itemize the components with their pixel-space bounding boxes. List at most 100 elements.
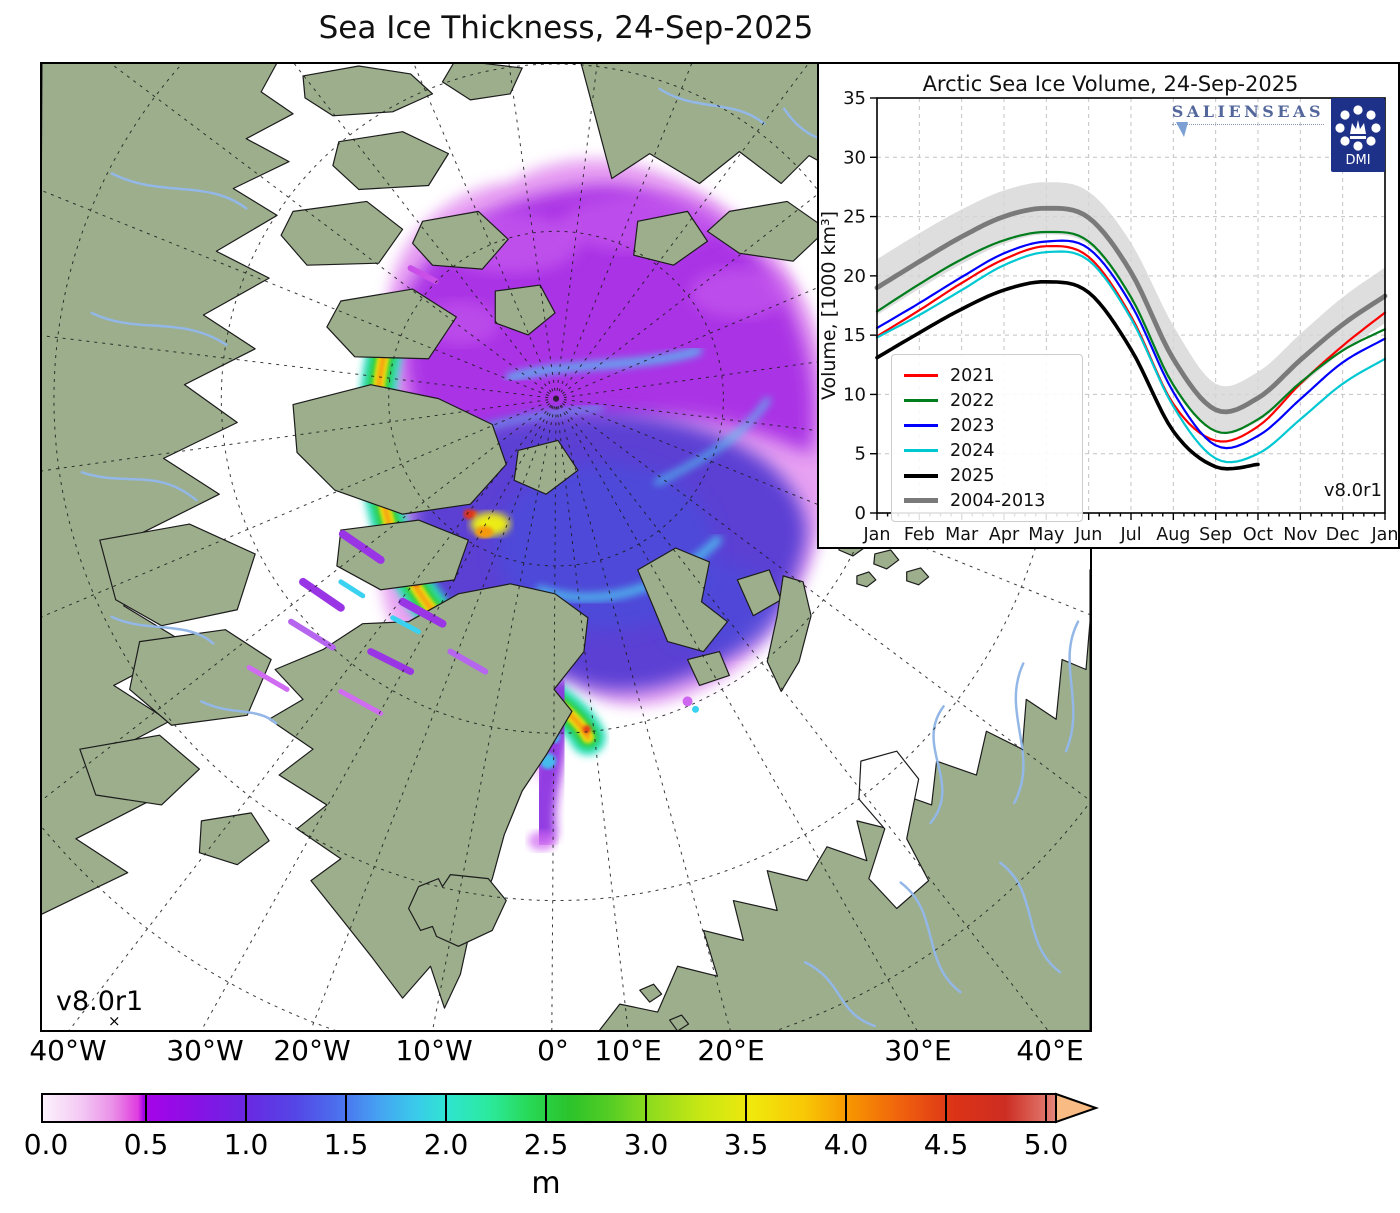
y-tick-label: 20 <box>843 266 866 287</box>
x-tick-label: Jun <box>1074 525 1102 545</box>
landmass-baffin <box>129 629 272 726</box>
landmass-island <box>280 200 404 266</box>
legend-line-sample <box>904 399 938 402</box>
x-tick-label: Feb <box>904 525 935 545</box>
landmass-svalbard <box>686 650 730 687</box>
colorbar-ticks <box>145 1094 1047 1122</box>
landmass-island <box>302 65 434 117</box>
dmi-logo-text: DMI <box>1345 153 1370 168</box>
volume-chart-panel: 0 5 10 15 20 25 30 35 Jan Feb Mar Apr May Jun Jul Aug Se… <box>817 62 1400 549</box>
legend-label: 2004-2013 <box>950 490 1046 511</box>
colorbar-tick-label: 4.5 <box>923 1128 969 1161</box>
landmass-ellesmere <box>292 384 507 515</box>
x-tick-label: Dec <box>1326 525 1360 545</box>
map-version-label: v8.0r1 <box>56 986 144 1017</box>
dmi-logo-dots <box>1335 105 1381 151</box>
landmass-baffin <box>99 523 256 627</box>
landmass-island <box>669 1014 690 1030</box>
legend-entry: 2021 <box>904 363 1072 388</box>
longitude-label: 40°W <box>29 1034 107 1067</box>
chart-title: Arctic Sea Ice Volume, 24-Sep-2025 <box>922 72 1299 96</box>
y-axis-label: Volume, [1000 km³] <box>819 211 840 400</box>
ice-speck <box>682 696 693 707</box>
colorbar-tick-label: 0.5 <box>123 1128 169 1161</box>
series-line-2022 <box>875 230 1387 434</box>
longitude-label: 20°E <box>697 1034 765 1067</box>
longitude-labels: 40°W 30°W 20°W 10°W 0° 10°E 20°E 30°E 40°E <box>29 1034 1100 1068</box>
legend-label: 2022 <box>950 390 995 411</box>
x-tick-label: Apr <box>989 525 1020 545</box>
y-tick-label: 25 <box>843 207 866 228</box>
colorbar-tick-label: 4.0 <box>823 1128 869 1161</box>
colorbar-tick-label: 1.0 <box>223 1128 269 1161</box>
legend-entry: 2023 <box>904 413 1072 438</box>
y-tick-label: 30 <box>843 147 866 168</box>
colorbar-tick-label: 0.0 <box>23 1128 69 1161</box>
longitude-label: 10°E <box>594 1034 662 1067</box>
series-line-2025 <box>875 280 1260 471</box>
longitude-label: 30°E <box>884 1034 952 1067</box>
x-tick-label: Nov <box>1283 525 1317 545</box>
longitude-label: 20°W <box>273 1034 351 1067</box>
longitude-label: 10°W <box>395 1034 473 1067</box>
chart-version-label: v8.0r1 <box>1323 480 1382 501</box>
ice-red-patch <box>463 509 474 520</box>
landmass-russia-scandinavia <box>598 569 1090 1030</box>
longitude-label: 40°E <box>1016 1034 1084 1067</box>
landmass-island <box>494 284 556 336</box>
series-line-2023 <box>875 239 1387 450</box>
legend-line-sample <box>904 498 938 503</box>
legend-entry: 2025 <box>904 463 1072 488</box>
landmass-island <box>79 734 200 806</box>
landmass-island <box>706 200 828 262</box>
salienseas-sail-icon <box>1176 122 1188 137</box>
landmass-franz-josef <box>856 571 877 588</box>
x-tick-label: May <box>1028 525 1064 545</box>
landmass-greenland <box>268 583 589 1009</box>
colorbar-gradient <box>41 1093 1057 1123</box>
legend-line-sample <box>904 424 938 427</box>
colorbar-tick-label: 3.5 <box>723 1128 769 1161</box>
map-cross-marker: × <box>108 1012 121 1030</box>
legend-label: 2021 <box>950 365 995 386</box>
ice-mottle <box>689 268 790 318</box>
ice-orange-patch <box>475 526 494 539</box>
legend-line-sample <box>904 374 938 377</box>
ice-tail-end <box>528 830 557 851</box>
colorbar-tick-label: 3.0 <box>623 1128 669 1161</box>
legend-line-sample <box>904 449 938 452</box>
landmass-island <box>332 131 450 191</box>
dmi-logo: DMI <box>1331 98 1385 172</box>
legend-entry: 2024 <box>904 438 1072 463</box>
chart-legend: 2021 2022 2023 2024 2025 2004-2013 <box>891 354 1083 522</box>
longitude-label: 30°W <box>166 1034 244 1067</box>
landmass-franz-josef <box>906 567 930 586</box>
y-tick-label: 35 <box>843 88 866 109</box>
series-line-2004-2013 <box>874 205 1388 415</box>
colorbar-tick-label: 2.0 <box>423 1128 469 1161</box>
colorbar-tick-labels: 0.0 0.5 1.0 1.5 2.0 2.5 3.0 3.5 4.0 4.5 5.0 <box>24 1128 1100 1162</box>
series-line-2024 <box>875 250 1387 464</box>
landmass-island <box>411 210 509 270</box>
ice-speck <box>692 705 699 713</box>
legend-label: 2023 <box>950 415 995 436</box>
x-tick-label: Oct <box>1243 525 1273 545</box>
landmass-island <box>326 288 458 360</box>
y-tick-label: 15 <box>843 325 866 346</box>
dmi-crown-icon <box>1350 120 1366 139</box>
landmass-iceland <box>408 874 507 947</box>
legend-line-sample <box>904 473 938 478</box>
landmass-island <box>198 812 270 866</box>
landmass-franz-josef <box>873 549 900 570</box>
y-tick-label: 5 <box>855 444 866 465</box>
x-tick-label: Aug <box>1156 525 1190 545</box>
colorbar-tick-label: 1.5 <box>323 1128 369 1161</box>
landmass-island <box>639 983 663 1003</box>
channel-ice-accents <box>246 265 489 716</box>
legend-label: 2025 <box>950 465 995 486</box>
colorbar-arrow <box>1055 1092 1100 1124</box>
x-tick-label: Jan <box>863 525 891 545</box>
arctic-map <box>42 64 1090 1030</box>
x-tick-label: Jul <box>1119 525 1141 545</box>
